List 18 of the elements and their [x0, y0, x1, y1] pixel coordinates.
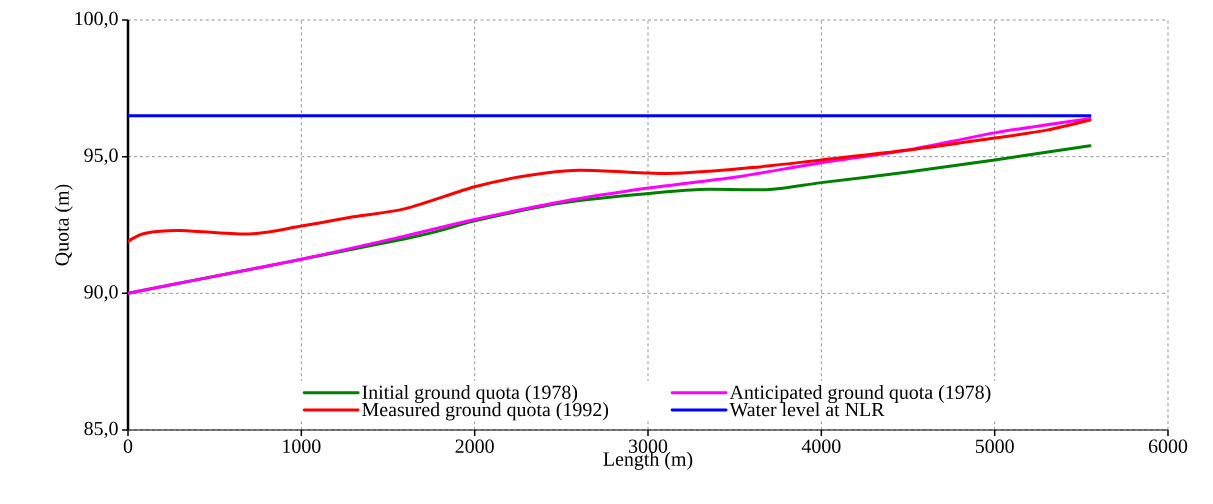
y-tick-label: 90,0	[84, 285, 118, 302]
legend-label: Initial ground quota (1978)	[362, 384, 578, 404]
x-tick-label: 3000	[629, 439, 668, 453]
y-tick-label: 100,0	[75, 11, 118, 29]
y-axis-title: Quota (m)	[54, 184, 73, 266]
line-series	[128, 118, 1092, 243]
legend-label: Water level at NLR	[729, 402, 885, 417]
x-tick-label: 4000	[801, 439, 841, 453]
y-tick-label: 95,0	[84, 148, 118, 165]
x-tick-label: 2000	[455, 439, 494, 453]
x-tick-label: 0	[123, 439, 133, 453]
x-tick-label: 5000	[975, 439, 1014, 453]
legend-label: Measured ground quota (1992)	[362, 402, 609, 421]
legend-label: Anticipated ground quota (1978)	[729, 384, 991, 404]
x-tick-label: 1000	[283, 439, 321, 453]
x-tick-label: 6000	[1148, 439, 1188, 453]
y-tick-label: 85,0	[84, 421, 118, 439]
line-series	[128, 116, 1092, 295]
